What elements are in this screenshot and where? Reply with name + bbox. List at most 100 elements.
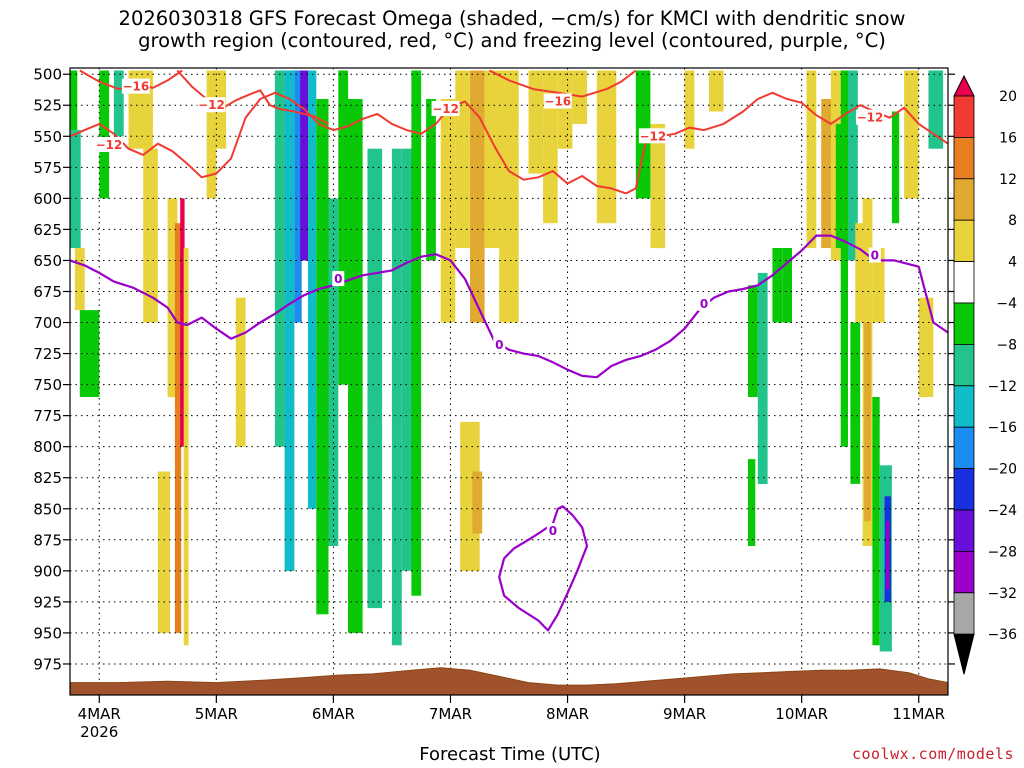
omega-cell-68 bbox=[918, 297, 934, 397]
omega-cell-5 bbox=[113, 70, 124, 137]
colorbar-swatch-13 bbox=[953, 592, 975, 635]
omega-cell-23 bbox=[338, 70, 349, 385]
colorbar-swatch-3 bbox=[953, 178, 975, 221]
omega-cell-47 bbox=[748, 459, 756, 546]
y-tick-label-7: 675 bbox=[33, 283, 62, 301]
contour-label-5: −12 bbox=[640, 129, 667, 143]
omega-cell-36 bbox=[499, 70, 519, 323]
colorbar-swatch-7 bbox=[953, 343, 975, 387]
x-tick-label-4: 8MAR bbox=[546, 705, 589, 723]
omega-cell-24 bbox=[348, 99, 363, 633]
omega-cell-12 bbox=[157, 471, 170, 633]
omega-cell-30 bbox=[440, 99, 456, 323]
omega-cell-9 bbox=[174, 223, 182, 633]
dgz-contour-3 bbox=[489, 69, 637, 98]
contour-layer: −16 −12 −12 −12 −16 −12 −12 0 0 0 0 0 bbox=[69, 69, 949, 632]
colorbar: 20 16 12 8 4 −4 −8 −12 −16 −20 −24 −28 −32 −36 bbox=[953, 74, 1017, 675]
omega-cell-46 bbox=[748, 285, 758, 397]
omega-cell-60 bbox=[864, 322, 871, 522]
contour-label-bg-0 bbox=[121, 78, 150, 94]
y-tick-label-19: 975 bbox=[33, 655, 62, 673]
contour-label-10: 0 bbox=[871, 248, 879, 262]
colorbar-label-10: −24 bbox=[987, 503, 1017, 519]
omega-cell-32 bbox=[470, 70, 485, 323]
omega-cell-69 bbox=[928, 70, 944, 149]
omega-cell-16 bbox=[274, 70, 285, 447]
x-tick-sublabel-0: 2026 bbox=[80, 723, 118, 741]
colorbar-label-3: 8 bbox=[1008, 213, 1017, 229]
contour-label-bg-11 bbox=[546, 523, 559, 539]
colorbar-swatch-6 bbox=[953, 302, 975, 345]
colorbar-label-12: −32 bbox=[987, 586, 1017, 602]
colorbar-top-arrow bbox=[953, 74, 975, 97]
omega-cell-62 bbox=[872, 397, 880, 646]
contour-label-2: −12 bbox=[96, 138, 123, 152]
y-tick-label-3: 575 bbox=[33, 159, 62, 177]
y-tick-label-8: 700 bbox=[33, 314, 62, 332]
omega-cell-20 bbox=[308, 70, 317, 509]
omega-cell-1 bbox=[70, 130, 81, 249]
colorbar-label-2: 12 bbox=[999, 172, 1017, 188]
omega-cell-43 bbox=[650, 123, 666, 249]
contour-label-7: 0 bbox=[334, 272, 342, 286]
colorbar-label-8: −16 bbox=[987, 420, 1017, 436]
omega-cell-35 bbox=[472, 471, 483, 534]
omega-cell-4 bbox=[99, 70, 110, 199]
terrain-surface bbox=[69, 667, 949, 696]
site-credit: coolwx.com/models bbox=[851, 745, 1014, 763]
contour-label-bg-4 bbox=[543, 93, 572, 109]
omega-cell-65 bbox=[886, 521, 890, 590]
omega-cell-56 bbox=[848, 70, 858, 261]
colorbar-bottom-arrow bbox=[953, 633, 975, 675]
y-tick-label-11: 775 bbox=[33, 407, 62, 425]
omega-cell-39 bbox=[557, 70, 573, 149]
colorbar-label-11: −28 bbox=[987, 544, 1017, 560]
omega-cell-37 bbox=[528, 70, 544, 174]
contour-label-3: −12 bbox=[432, 102, 459, 116]
contour-label-bg-9 bbox=[698, 295, 711, 311]
omega-cell-3 bbox=[79, 310, 100, 397]
x-tick-label-7: 11MAR bbox=[892, 705, 945, 723]
contour-label-8: 0 bbox=[495, 338, 503, 352]
freezing-level-low-loop bbox=[498, 505, 589, 632]
x-tick-label-0: 4MAR bbox=[78, 705, 121, 723]
y-tick-label-15: 875 bbox=[33, 531, 62, 549]
y-tick-label-18: 950 bbox=[33, 624, 62, 642]
colorbar-label-1: 16 bbox=[999, 130, 1017, 146]
omega-cell-22 bbox=[328, 198, 339, 546]
y-tick-label-12: 800 bbox=[33, 438, 62, 456]
omega-cell-18 bbox=[294, 70, 302, 323]
contour-label-bg-2 bbox=[95, 136, 124, 152]
y-tick-label-1: 525 bbox=[33, 97, 62, 115]
colorbar-label-4: 4 bbox=[1008, 255, 1017, 271]
contour-label-1: −12 bbox=[198, 98, 225, 112]
omega-cell-29 bbox=[426, 99, 436, 261]
omega-cell-44 bbox=[684, 70, 695, 149]
freezing-level-contour bbox=[69, 234, 949, 379]
omega-cell-41 bbox=[596, 70, 617, 224]
colorbar-swatch-10 bbox=[953, 468, 975, 511]
colorbar-swatch-1 bbox=[953, 95, 975, 138]
colorbar-label-0: 20 bbox=[999, 89, 1017, 105]
colorbar-label-6: −8 bbox=[996, 337, 1017, 353]
contour-label-bg-5 bbox=[638, 128, 667, 144]
y-tick-label-0: 500 bbox=[33, 66, 62, 84]
y-tick-label-9: 725 bbox=[33, 345, 62, 363]
y-tick-label-10: 750 bbox=[33, 376, 62, 394]
omega-cell-38 bbox=[543, 70, 558, 224]
colorbar-swatch-12 bbox=[953, 551, 975, 594]
contour-label-bg-3 bbox=[431, 100, 460, 116]
omega-cell-45 bbox=[709, 70, 724, 112]
omega-cell-28 bbox=[411, 70, 422, 596]
chart-title-line-1: 2026030318 GFS Forecast Omega (shaded, −… bbox=[118, 7, 906, 30]
y-tick-label-2: 550 bbox=[33, 128, 62, 146]
omega-cell-13 bbox=[206, 70, 217, 199]
contour-label-bg-8 bbox=[493, 336, 506, 352]
contour-label-bg-6 bbox=[855, 109, 884, 125]
omega-cell-10 bbox=[180, 198, 185, 447]
omega-cell-15 bbox=[235, 297, 246, 447]
omega-cell-51 bbox=[806, 70, 817, 248]
omega-cell-17 bbox=[284, 70, 295, 571]
omega-cell-25 bbox=[367, 148, 383, 609]
